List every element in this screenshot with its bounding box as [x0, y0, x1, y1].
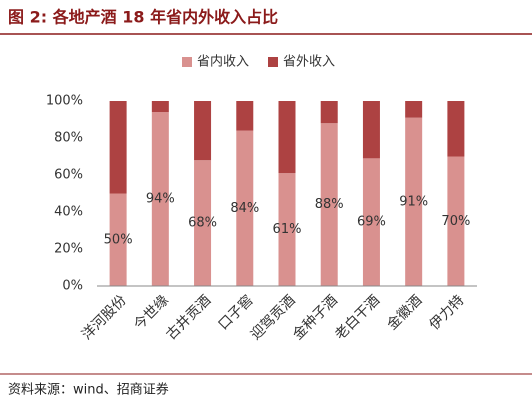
data-label: 88% [315, 197, 344, 212]
source: 资料来源：wind、招商证券 [8, 382, 169, 398]
bar-segment [194, 101, 212, 161]
bar-segment [447, 156, 465, 286]
data-label: 68% [188, 216, 217, 231]
bar-segment [109, 193, 127, 286]
bar-segment [109, 101, 127, 194]
bar-segment [362, 158, 380, 286]
x-tick-label: 伊力特 [427, 292, 468, 333]
bar-segment [278, 101, 296, 174]
y-tick-label: 20% [54, 242, 83, 257]
data-label: 84% [230, 201, 259, 216]
bar-segment [405, 117, 423, 287]
x-tick-label: 迎驾贡酒 [248, 292, 299, 343]
bar-segment [151, 101, 169, 113]
data-label: 50% [104, 232, 133, 247]
x-tick-label: 口子窖 [215, 292, 257, 334]
bar-segment [320, 101, 338, 124]
data-label: 91% [399, 194, 428, 209]
x-tick-label: 洋河股份 [79, 292, 130, 343]
data-label: 94% [146, 192, 175, 207]
x-tick-label: 金种子酒 [290, 292, 341, 343]
legend-swatch [182, 57, 192, 67]
legend-label: 省内收入 [197, 54, 249, 70]
x-tick-label: 今世缘 [131, 292, 172, 333]
bar-segment [362, 101, 380, 159]
legend-swatch [268, 57, 278, 67]
legend-label: 省外收入 [283, 55, 335, 70]
bar-segment [194, 160, 212, 286]
data-label: 69% [357, 215, 386, 230]
bar-segment [236, 130, 254, 286]
data-label: 70% [441, 214, 470, 229]
x-tick-label: 金徽酒 [384, 292, 425, 333]
bar-segment [320, 123, 338, 286]
bar-segment [236, 101, 254, 131]
x-tick-label: 古井贡酒 [163, 292, 214, 343]
y-tick-label: 100% [46, 94, 83, 109]
chart-title: 图 2: 各地产酒 18 年省内外收入占比 [8, 8, 278, 27]
x-tick-label: 老白干酒 [332, 292, 383, 343]
y-tick-label: 80% [54, 131, 83, 146]
y-tick-label: 60% [54, 168, 83, 183]
bar-segment [405, 101, 423, 118]
bar-segment [151, 112, 169, 286]
y-tick-label: 40% [54, 205, 83, 220]
bar-segment [278, 173, 296, 286]
data-label: 61% [273, 222, 302, 237]
bar-segment [447, 101, 465, 157]
y-tick-label: 0% [62, 279, 83, 294]
